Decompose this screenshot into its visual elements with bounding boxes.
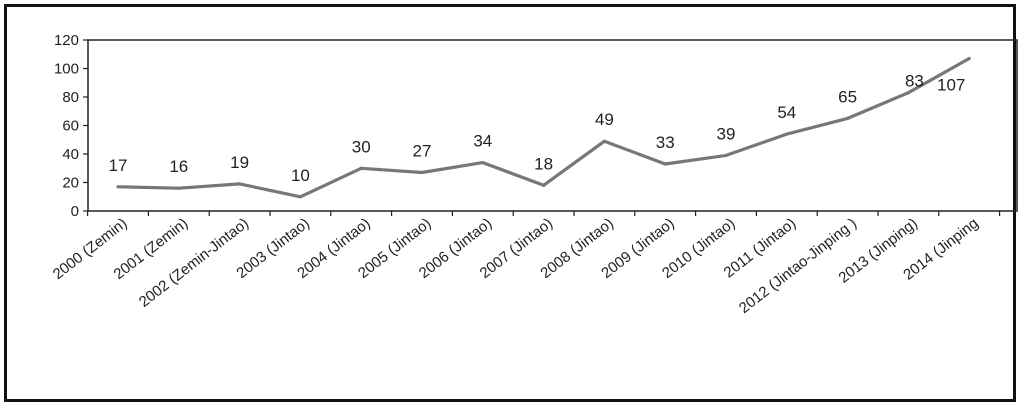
data-point <box>785 132 789 136</box>
series-group <box>116 56 971 199</box>
x-axis-ticks: 2000 (Zemin)2001 (Zemin)2002 (Zemin-Jint… <box>50 211 1001 317</box>
data-label: 49 <box>595 110 614 129</box>
data-point <box>663 162 667 166</box>
x-tick-label: 2012 (Jintao-Jinping ) <box>736 215 860 317</box>
data-label: 27 <box>413 142 432 161</box>
y-tick-label: 40 <box>62 146 79 163</box>
y-tick-label: 100 <box>54 61 79 78</box>
data-point <box>846 116 850 120</box>
data-label: 30 <box>352 137 371 156</box>
y-tick-label: 20 <box>62 175 79 192</box>
x-tick-label: 2002 (Zemin-Jintao) <box>136 215 252 311</box>
data-point <box>420 170 424 175</box>
y-axis-ticks: 0 20 40 60 80 100 120 <box>54 32 88 220</box>
data-point <box>542 183 546 187</box>
data-label: 39 <box>717 124 736 143</box>
data-label: 65 <box>838 87 857 106</box>
data-labels: 17 16 19 10 30 27 34 18 49 33 39 54 65 83 107 <box>109 72 966 185</box>
data-point <box>481 160 485 165</box>
series-line <box>117 57 970 199</box>
data-point <box>906 91 911 95</box>
data-label: 34 <box>473 132 492 151</box>
data-label: 107 <box>937 76 965 95</box>
data-label: 54 <box>777 103 796 122</box>
data-point <box>359 166 363 170</box>
data-label: 18 <box>534 154 553 173</box>
data-label: 17 <box>109 156 128 175</box>
data-label: 16 <box>169 157 188 176</box>
data-point <box>177 186 181 190</box>
data-label: 19 <box>230 153 249 172</box>
y-tick-label: 60 <box>62 118 79 135</box>
data-point <box>724 153 728 158</box>
data-point <box>298 195 302 199</box>
data-label: 10 <box>291 166 310 185</box>
data-point <box>116 185 120 189</box>
data-point <box>238 182 242 186</box>
y-tick-label: 80 <box>62 89 79 106</box>
chart-frame <box>4 4 1016 402</box>
y-tick-label: 120 <box>54 32 79 49</box>
data-point <box>967 56 971 61</box>
data-point <box>602 139 607 143</box>
data-label: 83 <box>905 72 924 91</box>
data-label: 33 <box>656 133 675 152</box>
y-tick-label: 0 <box>71 203 79 220</box>
